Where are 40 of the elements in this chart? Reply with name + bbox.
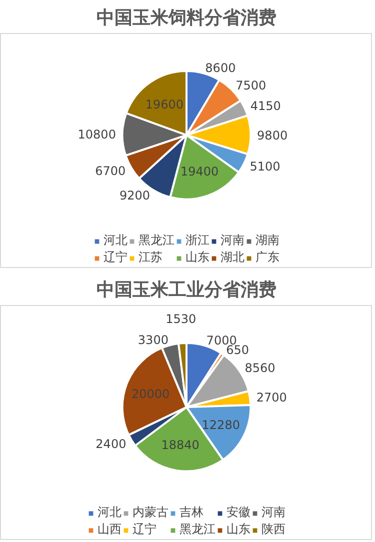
legend-label: 湖北 (220, 249, 244, 266)
legend-label: 河南 (220, 232, 244, 249)
legend-label: 内蒙古 (132, 504, 168, 521)
legend-label: 安徽 (226, 504, 250, 521)
chart-title: 中国玉米工业分省消费 (96, 280, 276, 300)
chart-title: 中国玉米饲料分省消费 (96, 8, 276, 28)
data-label: 7500 (236, 78, 266, 92)
data-label: 19400 (180, 164, 219, 178)
legend-label: 河南 (262, 504, 286, 521)
data-label: 5100 (250, 160, 280, 174)
legend-label: 辽宁 (132, 521, 156, 538)
data-label: 9200 (119, 188, 150, 202)
data-label: 18840 (161, 438, 200, 452)
data-label: 8600 (205, 61, 236, 76)
legend-label: 山东 (186, 249, 210, 266)
data-label: 1530 (166, 312, 196, 326)
legend-label: 吉林 (180, 504, 204, 521)
legend-label: 江苏 (138, 249, 162, 266)
data-label: 6700 (95, 164, 126, 178)
data-label: 3300 (138, 333, 168, 348)
legend-label: 黑龙江 (138, 232, 174, 249)
data-label: 12280 (202, 418, 240, 432)
data-label: 19600 (145, 97, 184, 112)
legend-label: 广东 (256, 249, 280, 266)
legend-label: 湖南 (256, 232, 280, 249)
data-label: 20000 (131, 387, 170, 402)
data-label: 2700 (256, 390, 287, 405)
data-label: 9800 (257, 128, 288, 142)
legend-label: 陕西 (262, 521, 286, 538)
legend-label: 黑龙江 (180, 521, 216, 538)
legend-label: 河北 (104, 232, 128, 249)
data-label: 8560 (244, 361, 276, 376)
legend-label: 山东 (226, 521, 250, 538)
data-label: 10800 (78, 128, 116, 142)
data-label: 2400 (96, 436, 126, 451)
legend-label: 河北 (98, 504, 122, 521)
legend-label: 山西 (98, 521, 122, 538)
legend-label: 辽宁 (104, 249, 128, 266)
legend-label: 浙江 (186, 232, 210, 249)
data-label: 4150 (250, 98, 281, 113)
